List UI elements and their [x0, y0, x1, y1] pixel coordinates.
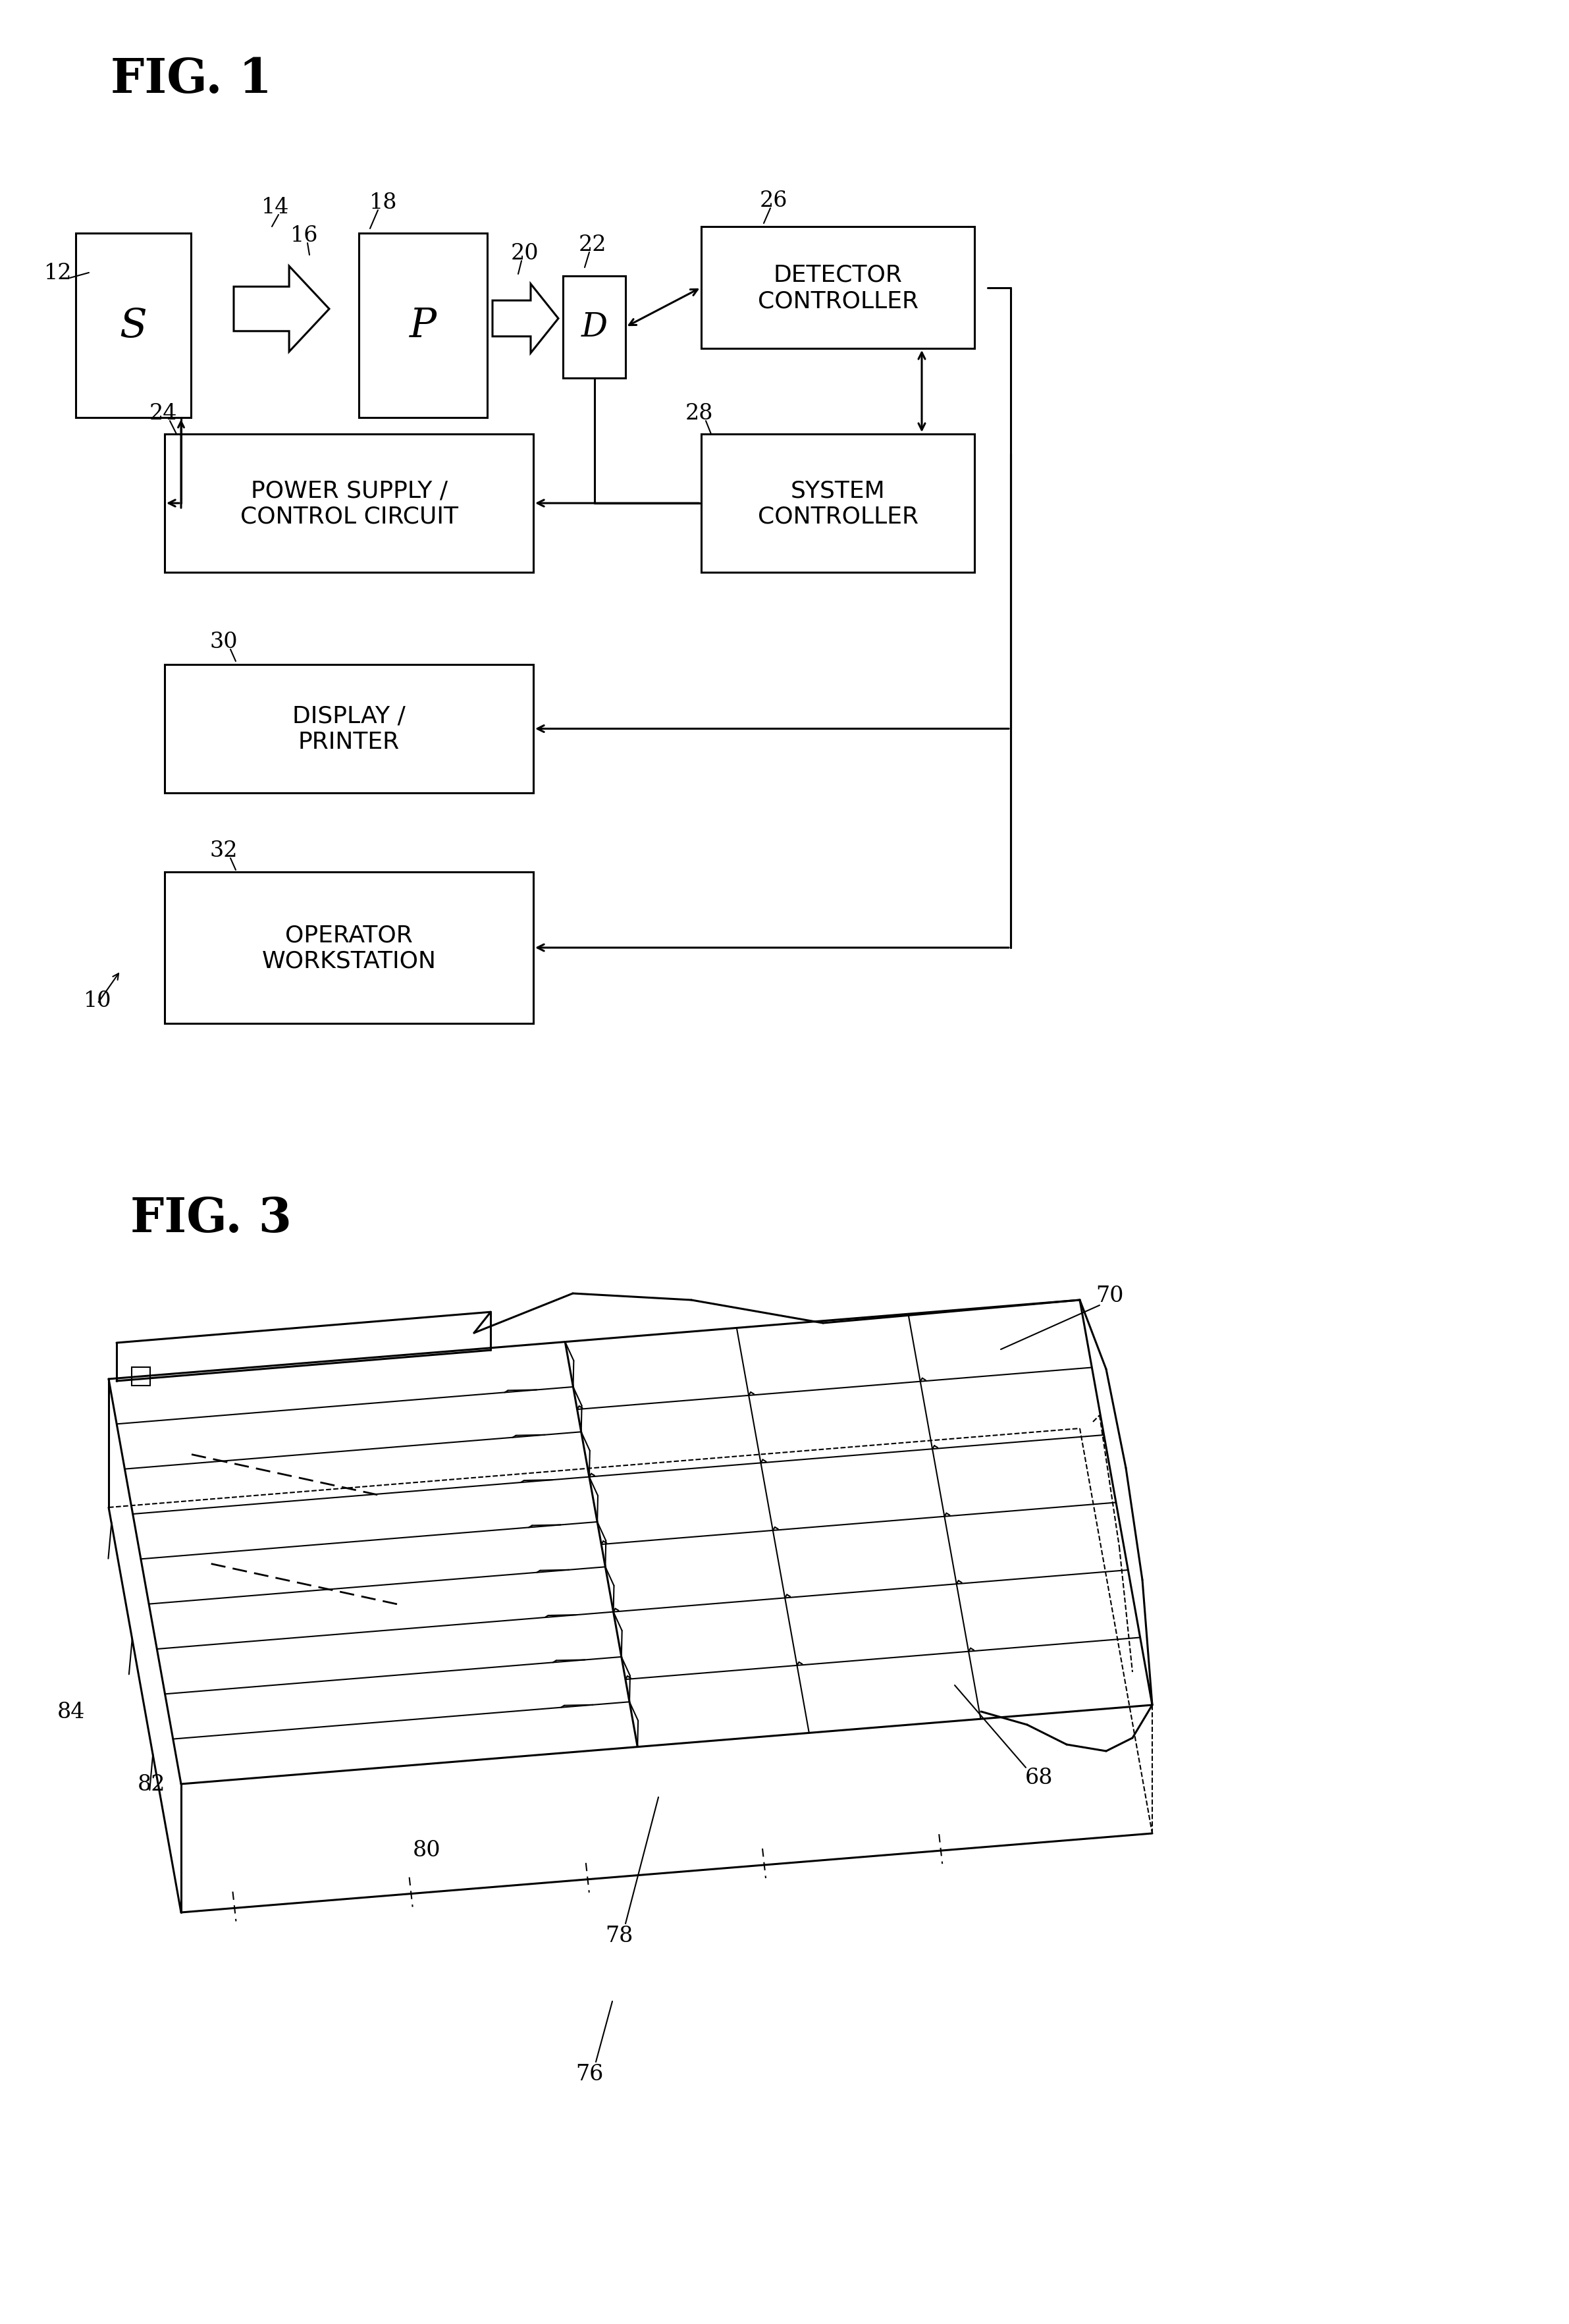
Text: 78: 78 — [606, 1924, 632, 1945]
Polygon shape — [234, 267, 329, 353]
Text: 18: 18 — [369, 193, 397, 214]
Bar — [132, 1367, 151, 1385]
Text: D: D — [581, 311, 607, 344]
Text: 22: 22 — [579, 235, 607, 256]
Text: 84: 84 — [56, 1701, 85, 1722]
Text: OPERATOR
WORKSTATION: OPERATOR WORKSTATION — [262, 925, 436, 971]
Text: POWER SUPPLY /
CONTROL CIRCUIT: POWER SUPPLY / CONTROL CIRCUIT — [240, 479, 458, 528]
Text: 10: 10 — [83, 990, 111, 1011]
Text: 76: 76 — [576, 2064, 602, 2085]
Text: FIG. 3: FIG. 3 — [130, 1195, 292, 1241]
Bar — [75, 235, 191, 418]
Text: 80: 80 — [413, 1841, 441, 1862]
Text: P: P — [410, 307, 436, 346]
Bar — [701, 228, 974, 349]
Text: FIG. 1: FIG. 1 — [110, 56, 271, 102]
Bar — [359, 235, 488, 418]
Bar — [165, 665, 533, 792]
Text: 24: 24 — [149, 402, 177, 423]
Text: 68: 68 — [1025, 1766, 1053, 1787]
Bar — [165, 872, 533, 1025]
Text: 28: 28 — [686, 402, 714, 423]
Text: DISPLAY /
PRINTER: DISPLAY / PRINTER — [292, 704, 405, 753]
Bar — [165, 435, 533, 572]
Text: DETECTOR
CONTROLLER: DETECTOR CONTROLLER — [758, 265, 918, 311]
Text: 26: 26 — [759, 191, 788, 211]
Text: 12: 12 — [44, 263, 72, 284]
Text: 82: 82 — [138, 1773, 165, 1794]
Bar — [563, 277, 626, 379]
Text: SYSTEM
CONTROLLER: SYSTEM CONTROLLER — [758, 479, 918, 528]
Bar — [701, 435, 974, 572]
Text: 20: 20 — [511, 244, 538, 265]
Text: 32: 32 — [210, 839, 238, 862]
Text: S: S — [119, 307, 147, 346]
Polygon shape — [493, 284, 559, 353]
Text: 70: 70 — [1095, 1285, 1123, 1306]
Text: 30: 30 — [210, 632, 238, 653]
Text: 16: 16 — [290, 225, 319, 246]
Text: 14: 14 — [262, 198, 289, 218]
